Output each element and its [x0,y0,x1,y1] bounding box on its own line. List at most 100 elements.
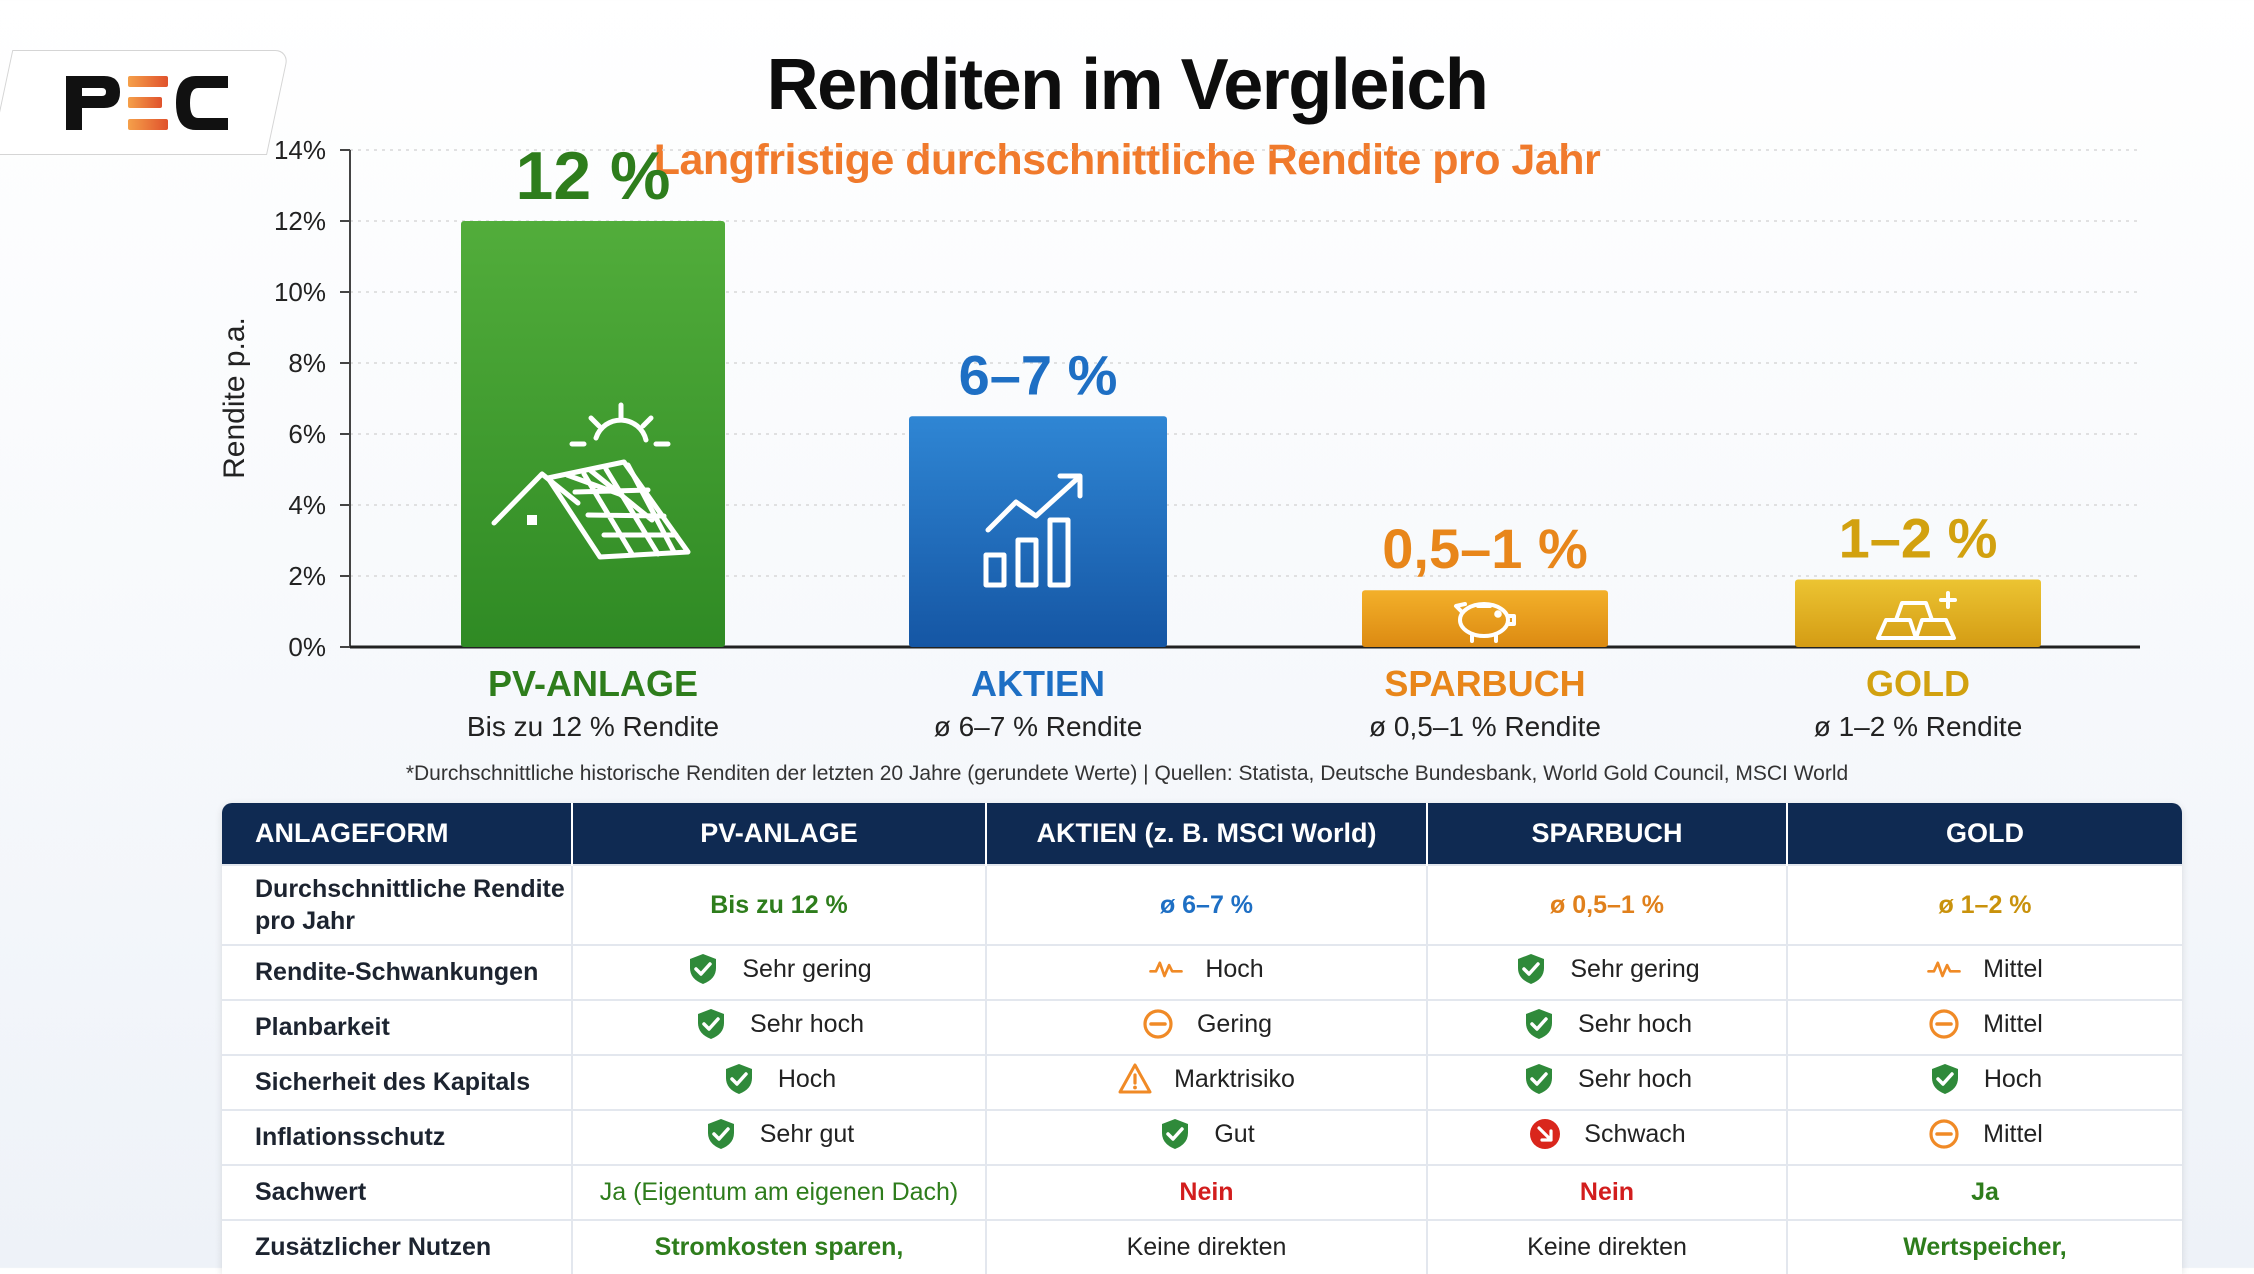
pec-logo [66,76,228,130]
table-cell: Mittel [1787,944,2182,1000]
category-description: Bis zu 12 % Rendite [467,711,719,742]
table-row: Zusätzlicher Nutzen Stromkosten sparen, Ke… [222,1219,2182,1274]
shield-check-icon [686,952,720,986]
cell-text: ø 0,5–1 % [1550,890,1664,919]
table-cell: Mittel [1787,999,2182,1055]
wave-icon [1927,952,1961,986]
y-axis-label: Rendite p.a. [218,317,251,479]
cell-text: Mittel [1983,954,2043,983]
cell-text: Sehr hoch [750,1009,864,1038]
cell-text: Sehr gering [1570,954,1700,983]
cell-text: ø 1–2 % [1938,890,2032,919]
table-cell: Gering [986,999,1428,1055]
category-description: ø 0,5–1 % Rendite [1369,711,1601,742]
y-tick-label: 8% [288,348,326,378]
table-cell: Bis zu 12 % [572,864,987,945]
bar-gold [1795,579,2041,647]
table-cell: Ja (Eigentum am eigenen Dach) [572,1164,987,1220]
cell-text: Bis zu 12 % [710,890,848,919]
bar-chart: 0% 2% 4% 6% 8% 10% 12% 14% Rendite p.a. 12 % PV-A… [218,135,2140,742]
shield-check-icon [1158,1117,1192,1151]
y-tick-label: 14% [274,135,326,165]
cell-text: Nein [1179,1178,1234,1206]
table-cell: Schwach [1427,1109,1788,1165]
category-label: AKTIEN [971,663,1105,704]
table-cell: Sehr hoch [1427,1054,1788,1110]
table-cell: Hoch [986,944,1428,1000]
warning-icon [1118,1062,1152,1096]
table-header: SPARBUCH [1427,803,1788,865]
cell-text: Sehr hoch [1578,1009,1692,1038]
table-cell: ø 1–2 % [1787,864,2182,945]
minus-circle-icon [1927,1007,1961,1041]
y-tick-label: 12% [274,206,326,236]
cell-text: Schwach [1584,1119,1686,1148]
shield-check-icon [694,1007,728,1041]
table-cell: Marktrisiko [986,1054,1428,1110]
arrow-down-circle-icon [1528,1117,1562,1151]
cell-text: Nein [1579,1178,1635,1206]
bar-pv-anlage [461,221,725,647]
table-cell: Sehr gut [572,1109,987,1165]
cell-text: Sehr hoch [1578,1064,1692,1093]
growth-chart-icon [983,473,1083,588]
cell-text: Sehr gering [742,954,872,983]
category-label: SPARBUCH [1384,663,1585,704]
table-cell: Hoch [572,1054,987,1110]
category-description: ø 1–2 % Rendite [1814,711,2023,742]
minus-circle-icon [1141,1007,1175,1041]
table-cell: Stromkosten sparen, [572,1219,987,1274]
table-cell: Sehr hoch [1427,999,1788,1055]
row-label: Sachwert [222,1164,573,1220]
y-tick-label: 2% [288,561,326,591]
row-label: Inflationsschutz [222,1109,573,1165]
solar-roof-icon [491,402,691,560]
row-label: Rendite-Schwankungen [222,944,573,1000]
gold-bars-icon [1876,591,1957,640]
row-label: Durchschnittliche Rendite pro Jahr [222,864,573,945]
y-tick-label: 4% [288,490,326,520]
cell-text: ø 6–7 % [1159,890,1254,919]
cell-text: Ja (Eigentum am eigenen Dach) [599,1178,959,1206]
value-label: 12 % [516,138,671,214]
chart-subtitle: Langfristige durchschnittliche Rendite p… [653,136,1601,184]
cell-text: Marktrisiko [1174,1064,1295,1093]
cell-text: Gut [1214,1119,1255,1148]
table-cell: Sehr gering [572,944,987,1000]
cell-text: Keine direkten [1126,1233,1287,1261]
row-label: Zusätzlicher Nutzen [222,1219,573,1274]
wave-icon [1149,952,1184,986]
cell-text: Hoch [1205,954,1264,983]
piggy-bank-icon [1454,602,1516,643]
table-cell: Nein [986,1164,1428,1220]
cell-text: Mittel [1983,1119,2043,1148]
chart-title: Renditen im Vergleich [766,45,1489,125]
table-cell: Gut [986,1109,1428,1165]
y-tick-label: 0% [288,632,326,662]
category-description: ø 6–7 % Rendite [934,711,1143,742]
cell-text: Hoch [777,1064,837,1093]
table-header: ANLAGEFORM [222,803,573,865]
shield-check-icon [1522,1062,1556,1096]
y-tick-label: 6% [288,419,326,449]
shield-check-icon [704,1117,738,1151]
value-label: 6–7 % [959,343,1118,406]
table-cell: Sehr hoch [572,999,987,1055]
bar-sparbuch [1362,590,1608,647]
table-row: Sicherheit des Kapitals Hoch Marktrisiko Se… [222,1054,2182,1110]
shield-check-icon [722,1062,756,1096]
table-cell: Sehr gering [1427,944,1788,1000]
cell-text: Hoch [1983,1064,2043,1093]
minus-circle-icon [1927,1117,1961,1151]
table-cell: Nein [1427,1164,1788,1220]
table-row: Durchschnittliche Rendite pro Jahr Bis zu… [222,864,2182,945]
table-header-row: ANLAGEFORM PV-ANLAGE AKTIEN (z. B. MSCI … [222,803,2182,865]
table-cell: Keine direkten [986,1219,1428,1274]
table-cell: Wertspeicher, [1787,1219,2182,1274]
category-label: PV-ANLAGE [488,663,698,704]
table-row: Sachwert Ja (Eigentum am eigenen Dach) Nei… [222,1164,2182,1220]
cell-text: Mittel [1983,1009,2043,1038]
cell-text: Gering [1196,1009,1273,1038]
table-cell: Ja [1787,1164,2182,1220]
shield-check-icon [1514,952,1548,986]
